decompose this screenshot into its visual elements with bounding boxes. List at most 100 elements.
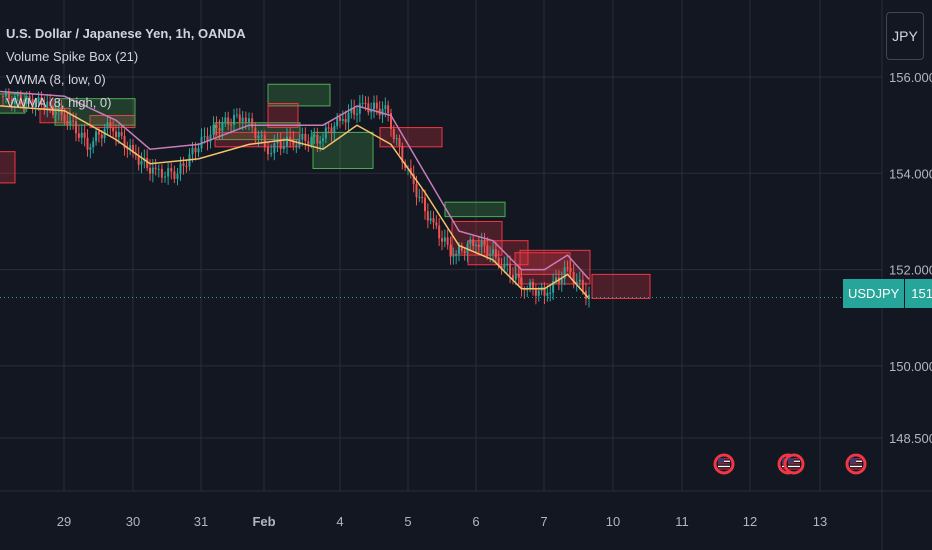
- candle-body: [384, 105, 387, 109]
- candle-body: [424, 197, 426, 212]
- flag-stripe: [718, 465, 730, 468]
- flag-canton: [788, 458, 794, 463]
- volume-spike-box: [312, 131, 374, 169]
- indicator-volume-spike-box[interactable]: Volume Spike Box (21): [6, 49, 139, 64]
- candle-body: [16, 94, 19, 96]
- candle-body: [486, 245, 489, 256]
- candle-body: [455, 253, 458, 256]
- candle-body: [218, 128, 221, 131]
- us-flag-event-icon[interactable]: [713, 453, 735, 475]
- candle-body: [581, 279, 584, 291]
- candle-body: [307, 140, 310, 145]
- time-tick-label: 30: [126, 514, 140, 529]
- candle-body: [49, 101, 52, 106]
- chart-grid: [0, 0, 882, 491]
- candle-body: [313, 134, 316, 137]
- price-tag-symbol: USDJPY: [843, 279, 905, 308]
- candle-body: [480, 240, 483, 248]
- candle-body: [260, 135, 263, 137]
- candle-body: [203, 136, 206, 138]
- candle-body: [566, 267, 569, 269]
- time-axis[interactable]: 29 30 31 Feb 4 5 6 7 10 11 12 13: [57, 514, 827, 529]
- candle-body: [472, 239, 475, 247]
- candle-body: [75, 121, 77, 134]
- currency-button[interactable]: JPY: [886, 12, 924, 60]
- candle-body: [552, 281, 555, 293]
- symbol-title[interactable]: U.S. Dollar / Japanese Yen, 1h, OANDA: [6, 26, 246, 41]
- candle-body: [244, 117, 247, 122]
- candle-body: [336, 116, 339, 127]
- candle-body: [429, 218, 432, 221]
- candle-body: [126, 148, 129, 150]
- candle-body: [475, 244, 477, 247]
- candle-body: [80, 132, 83, 138]
- price-axis[interactable]: 156.000 154.000 152.000 150.000 148.500: [889, 70, 932, 446]
- candle-body: [221, 122, 224, 131]
- us-flag-event-icon[interactable]: [783, 453, 805, 475]
- flag-stripe: [788, 465, 800, 468]
- candle-body: [34, 103, 37, 108]
- candle-body: [339, 116, 341, 121]
- candle-body: [330, 127, 333, 134]
- candle-body: [503, 264, 506, 269]
- indicator-vwma-high[interactable]: VWMA (8, high, 0): [6, 95, 112, 110]
- flag-canton: [850, 458, 856, 463]
- candle-body: [160, 168, 163, 178]
- volume-spike-box: [379, 127, 443, 148]
- candle-body: [63, 114, 66, 122]
- candle-body: [140, 160, 143, 165]
- candle-body: [438, 225, 441, 239]
- candle-body: [560, 278, 563, 284]
- candle-body: [358, 103, 361, 114]
- candle-body: [224, 117, 227, 123]
- flag-stripe: [718, 463, 730, 465]
- candle-body: [57, 106, 60, 112]
- flag-stripe: [788, 463, 800, 465]
- candle-body: [13, 95, 16, 104]
- volume-spike-box: [214, 122, 301, 141]
- candle-body: [286, 136, 288, 147]
- candle-body: [506, 263, 509, 265]
- candle-body: [421, 197, 424, 199]
- candle-body: [132, 144, 134, 153]
- candle-body: [373, 102, 375, 110]
- candle-body: [529, 282, 532, 289]
- candle-body: [92, 141, 95, 148]
- candle-body: [546, 292, 549, 296]
- candle-body: [532, 282, 534, 289]
- candle-body: [279, 141, 282, 149]
- candle-body: [443, 237, 446, 242]
- event-flags[interactable]: [713, 453, 867, 475]
- candle-body: [449, 244, 452, 257]
- vwma-high-line: [0, 90, 590, 280]
- candle-body: [46, 101, 49, 109]
- candle-body: [509, 263, 512, 275]
- candle-body: [69, 120, 72, 125]
- candle-body: [197, 148, 200, 153]
- indicator-vwma-low[interactable]: VWMA (8, low, 0): [6, 72, 106, 87]
- candle-body: [251, 118, 254, 128]
- time-tick-label: 11: [675, 514, 689, 529]
- candle-body: [327, 127, 330, 129]
- flag-stripe: [850, 468, 862, 470]
- candle-body: [273, 143, 276, 154]
- flag-stripe: [850, 463, 862, 465]
- candle-body: [418, 197, 421, 199]
- candle-body: [537, 290, 540, 296]
- candle-body: [235, 114, 238, 116]
- candle-body: [77, 133, 80, 138]
- candle-body: [563, 267, 566, 279]
- candle-body: [353, 108, 356, 115]
- volume-spike-box: [267, 102, 299, 129]
- time-tick-label: 12: [743, 514, 757, 529]
- candle-body: [276, 141, 279, 144]
- time-tick-label: 6: [472, 514, 479, 529]
- candle-body: [398, 138, 401, 147]
- volume-spike-box: [0, 151, 16, 184]
- candle-body: [146, 158, 149, 168]
- candle-body: [179, 163, 182, 174]
- candle-body: [25, 95, 28, 104]
- candle-body: [157, 168, 160, 170]
- us-flag-event-icon[interactable]: [845, 453, 867, 475]
